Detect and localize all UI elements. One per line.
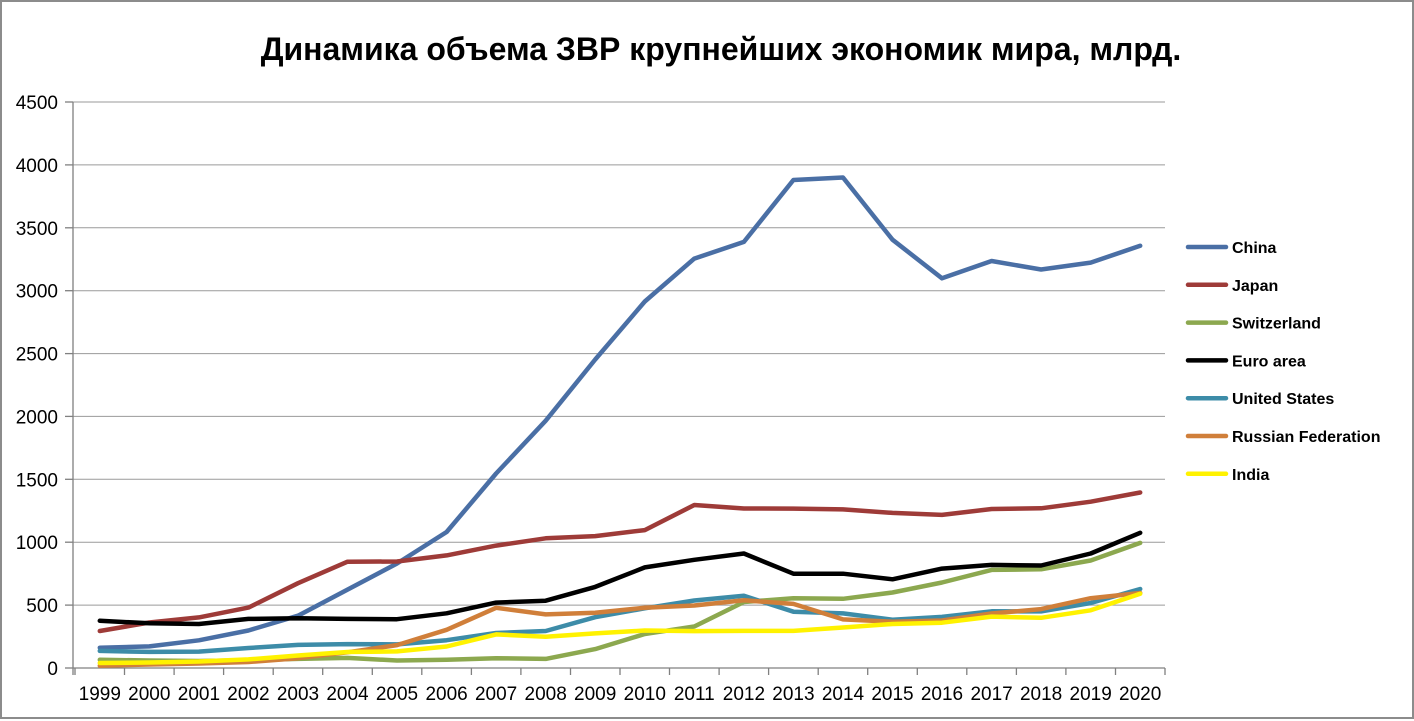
legend-item-india: India: [1185, 467, 1269, 484]
legend-label-china: China: [1232, 240, 1277, 257]
x-axis-label-2016: 2016: [921, 684, 963, 705]
series-lines: [97, 175, 1143, 668]
x-axis-label-2009: 2009: [574, 684, 616, 705]
legend-item-euro-area: Euro area: [1185, 353, 1306, 370]
x-axis-label-2007: 2007: [475, 684, 517, 705]
x-axis-label-2001: 2001: [178, 684, 220, 705]
x-axis-label-2003: 2003: [277, 684, 319, 705]
x-axis-label-2002: 2002: [227, 684, 269, 705]
series-line-japan: [97, 490, 1143, 634]
axes: [65, 101, 1166, 675]
legend-item-united-states: United States: [1185, 391, 1334, 408]
legend-label-euro-area: Euro area: [1232, 353, 1306, 370]
y-axis-label: 2500: [16, 345, 58, 366]
x-axis-label-2020: 2020: [1119, 684, 1161, 705]
legend-label-japan: Japan: [1232, 278, 1278, 295]
x-axis-label-2017: 2017: [970, 684, 1012, 705]
legend-item-russian-federation: Russian Federation: [1185, 429, 1380, 446]
legend-label-switzerland: Switzerland: [1232, 316, 1321, 333]
chart-legend: China Japan Switzerland Euro area United Sta…: [1185, 240, 1380, 484]
gridlines: [73, 101, 1165, 669]
x-axis-label-2018: 2018: [1020, 684, 1062, 705]
x-axis-label-2000: 2000: [128, 684, 170, 705]
x-axis-label-2015: 2015: [871, 684, 913, 705]
y-axis-label: 1000: [16, 533, 58, 554]
x-axis-label-2008: 2008: [525, 684, 567, 705]
series-line-russian-federation: [97, 590, 1143, 668]
legend-label-india: India: [1232, 467, 1269, 484]
series-line-china: [97, 175, 1143, 650]
x-axis-label-2019: 2019: [1070, 684, 1112, 705]
y-axis-label: 1500: [16, 470, 58, 491]
x-axis-label-2013: 2013: [772, 684, 814, 705]
series-line-india: [97, 591, 1143, 666]
x-axis-label-2005: 2005: [376, 684, 418, 705]
y-axis-label: 0: [47, 659, 58, 680]
x-axis-label-2012: 2012: [723, 684, 765, 705]
chart-title: Динамика объема ЗВР крупнейших экономик …: [261, 31, 1182, 67]
y-axis-labels: 4500 4000 3500 3000 2500 2000 1500 1000 500 0: [16, 93, 58, 680]
x-axis-label-2011: 2011: [674, 684, 715, 705]
x-axis-label-2004: 2004: [326, 684, 369, 705]
y-axis-label: 3000: [16, 282, 58, 303]
y-axis-label: 500: [26, 596, 58, 617]
legend-label-united-states: United States: [1232, 391, 1334, 408]
legend-item-china: China: [1185, 240, 1277, 257]
x-axis-label-2006: 2006: [425, 684, 467, 705]
x-axis-label-2014: 2014: [822, 684, 865, 705]
legend-item-japan: Japan: [1185, 278, 1278, 295]
y-axis-label: 2000: [16, 407, 58, 428]
x-axis-labels: 1999 2000 2001 2002 2003 2004 2005 2006 2007 2008…: [79, 684, 1162, 705]
y-axis-label: 4500: [16, 93, 58, 114]
legend-item-switzerland: Switzerland: [1185, 316, 1321, 333]
x-axis-label-1999: 1999: [79, 684, 121, 705]
y-axis-label: 3500: [16, 219, 58, 240]
series-line-united-states: [97, 586, 1143, 655]
series-line-euro-area: [97, 530, 1143, 627]
x-axis-label-2010: 2010: [624, 684, 666, 705]
y-axis-label: 4000: [16, 156, 58, 177]
legend-label-russian-federation: Russian Federation: [1232, 429, 1380, 446]
